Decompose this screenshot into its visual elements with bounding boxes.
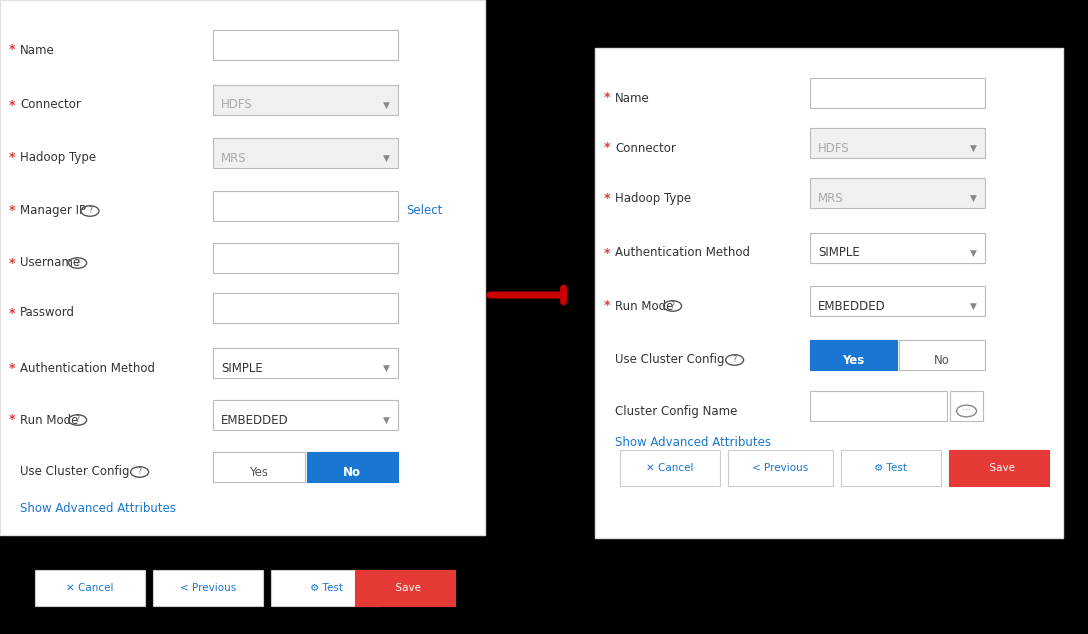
Text: Save: Save (390, 583, 421, 593)
FancyBboxPatch shape (809, 233, 985, 263)
FancyBboxPatch shape (213, 30, 398, 60)
Text: ?: ? (75, 415, 79, 425)
Text: Authentication Method: Authentication Method (20, 361, 154, 375)
Text: *: * (604, 247, 610, 259)
Text: ▼: ▼ (969, 302, 976, 311)
FancyBboxPatch shape (809, 78, 985, 108)
Text: Manager IP: Manager IP (20, 205, 86, 217)
Text: Password: Password (20, 306, 75, 320)
Text: Yes: Yes (249, 465, 269, 479)
Text: Use Cluster Config: Use Cluster Config (615, 354, 725, 366)
FancyBboxPatch shape (213, 138, 398, 168)
FancyBboxPatch shape (809, 178, 985, 208)
Text: *: * (9, 205, 15, 217)
Text: ✕ Cancel: ✕ Cancel (646, 463, 694, 473)
Text: ✕ Cancel: ✕ Cancel (66, 583, 114, 593)
FancyBboxPatch shape (728, 450, 833, 486)
Text: ?: ? (137, 467, 141, 477)
FancyBboxPatch shape (595, 48, 1063, 538)
Text: ▼: ▼ (969, 249, 976, 257)
FancyBboxPatch shape (0, 0, 485, 535)
Text: < Previous: < Previous (180, 583, 236, 593)
FancyBboxPatch shape (213, 85, 398, 115)
Text: *: * (604, 91, 610, 105)
Text: Connector: Connector (615, 141, 676, 155)
FancyBboxPatch shape (35, 570, 145, 606)
FancyBboxPatch shape (213, 293, 398, 323)
FancyBboxPatch shape (841, 450, 941, 486)
Text: EMBEDDED: EMBEDDED (221, 413, 288, 427)
Text: *: * (9, 361, 15, 375)
FancyBboxPatch shape (355, 570, 455, 606)
Text: Hadoop Type: Hadoop Type (615, 191, 691, 205)
Text: *: * (604, 141, 610, 155)
FancyBboxPatch shape (213, 348, 398, 378)
Text: ⚙ Test: ⚙ Test (875, 463, 907, 473)
Text: No: No (343, 465, 361, 479)
FancyBboxPatch shape (620, 450, 720, 486)
Text: MRS: MRS (221, 152, 247, 164)
FancyBboxPatch shape (899, 340, 985, 370)
Text: ?: ? (88, 207, 92, 216)
Text: ?: ? (75, 259, 79, 268)
Text: Show Advanced Attributes: Show Advanced Attributes (615, 436, 771, 450)
Text: SIMPLE: SIMPLE (221, 361, 262, 375)
Text: Use Cluster Config: Use Cluster Config (20, 465, 129, 479)
Text: *: * (604, 191, 610, 205)
Text: Run Mode: Run Mode (615, 299, 673, 313)
FancyBboxPatch shape (809, 128, 985, 158)
Text: No: No (934, 354, 950, 366)
Text: *: * (9, 257, 15, 269)
Text: ⚙ Test: ⚙ Test (309, 583, 343, 593)
Text: *: * (9, 306, 15, 320)
Text: Select: Select (406, 205, 443, 217)
FancyBboxPatch shape (950, 391, 982, 421)
FancyBboxPatch shape (213, 191, 398, 221)
FancyBboxPatch shape (809, 286, 985, 316)
Text: ···: ··· (962, 406, 970, 415)
Text: ▼: ▼ (383, 101, 390, 110)
Text: Yes: Yes (842, 354, 864, 366)
FancyBboxPatch shape (809, 340, 897, 370)
Text: Save: Save (982, 463, 1015, 473)
Text: Connector: Connector (20, 98, 81, 112)
Text: *: * (9, 152, 15, 164)
Text: *: * (9, 98, 15, 112)
Text: Username: Username (20, 257, 81, 269)
FancyBboxPatch shape (153, 570, 263, 606)
Text: Hadoop Type: Hadoop Type (20, 152, 96, 164)
Text: Run Mode: Run Mode (20, 413, 78, 427)
Text: ?: ? (670, 302, 675, 311)
Text: < Previous: < Previous (753, 463, 808, 473)
Text: *: * (9, 44, 15, 56)
Text: Cluster Config Name: Cluster Config Name (615, 404, 738, 418)
Text: ▼: ▼ (383, 153, 390, 162)
FancyBboxPatch shape (213, 243, 398, 273)
Text: *: * (9, 413, 15, 427)
Text: ?: ? (732, 356, 737, 365)
Text: *: * (604, 299, 610, 313)
Text: EMBEDDED: EMBEDDED (818, 299, 886, 313)
Text: ▼: ▼ (969, 193, 976, 202)
Text: ▼: ▼ (383, 363, 390, 373)
FancyBboxPatch shape (307, 452, 398, 482)
Text: Show Advanced Attributes: Show Advanced Attributes (20, 501, 176, 515)
FancyBboxPatch shape (213, 400, 398, 430)
Text: HDFS: HDFS (818, 141, 850, 155)
FancyBboxPatch shape (809, 391, 947, 421)
Text: ▼: ▼ (969, 143, 976, 153)
Text: Name: Name (615, 91, 650, 105)
FancyBboxPatch shape (271, 570, 381, 606)
Text: ▼: ▼ (383, 415, 390, 425)
FancyBboxPatch shape (213, 452, 305, 482)
Text: HDFS: HDFS (221, 98, 252, 112)
Text: Name: Name (20, 44, 54, 56)
Text: Authentication Method: Authentication Method (615, 247, 750, 259)
Text: MRS: MRS (818, 191, 843, 205)
FancyBboxPatch shape (949, 450, 1049, 486)
Text: SIMPLE: SIMPLE (818, 247, 860, 259)
